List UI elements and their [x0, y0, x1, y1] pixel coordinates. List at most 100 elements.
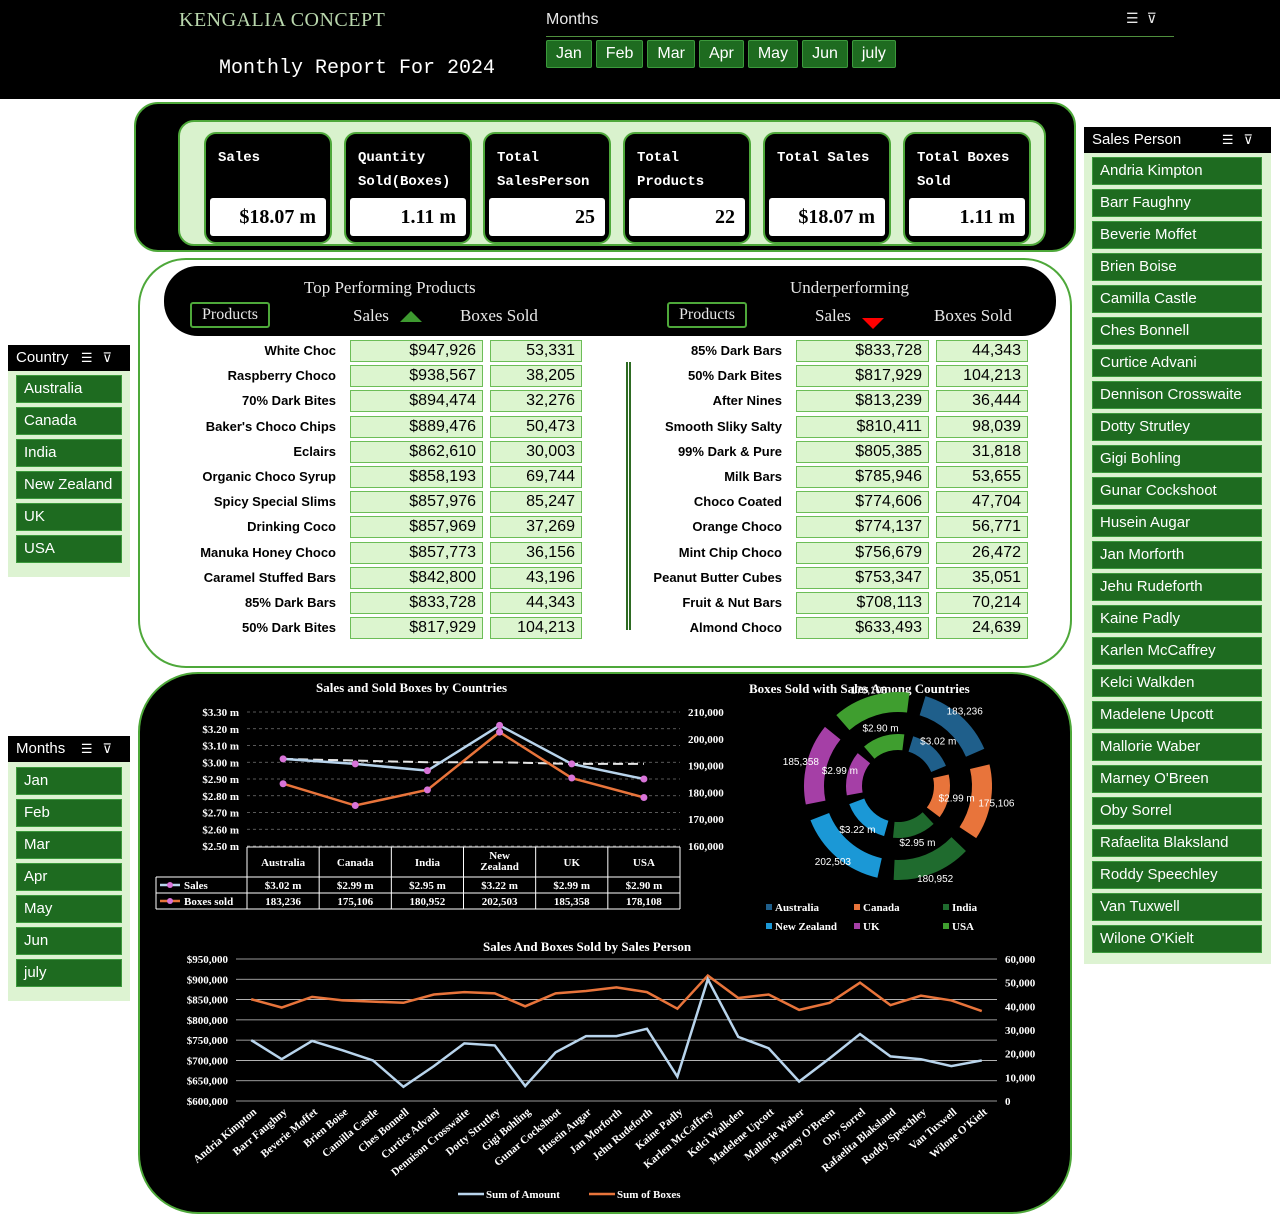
months-item-may[interactable]: May: [16, 895, 122, 923]
country-item-new-zealand[interactable]: New Zealand: [16, 471, 122, 499]
multi-select-icon[interactable]: ☰: [80, 350, 103, 365]
product-sales: $858,193: [350, 466, 483, 488]
y-tick-label: $650,000: [187, 1076, 229, 1088]
inner-slice-uk: [846, 753, 871, 796]
salesperson-item-kaine-padly[interactable]: Kaine Padly: [1092, 605, 1262, 633]
product-boxes: 50,473: [490, 415, 582, 438]
salesperson-item-dennison-crosswaite[interactable]: Dennison Crosswaite: [1092, 381, 1262, 409]
table-row: 50% Dark Bites $817,929 104,213: [140, 617, 590, 640]
product-sales: $947,926: [350, 340, 483, 362]
top-products-button[interactable]: Products: [190, 302, 270, 328]
country-item-uk[interactable]: UK: [16, 503, 122, 531]
salesperson-slicer-header: Sales Person ☰⊽: [1084, 127, 1271, 153]
clear-filter-icon[interactable]: ⊽: [1243, 132, 1263, 147]
country-item-canada[interactable]: Canada: [16, 407, 122, 435]
salesperson-item-brien-boise[interactable]: Brien Boise: [1092, 253, 1262, 281]
salesperson-item-dotty-strutley[interactable]: Dotty Strutley: [1092, 413, 1262, 441]
salesperson-item-camilla-castle[interactable]: Camilla Castle: [1092, 285, 1262, 313]
salesperson-item-marney-o-breen[interactable]: Marney O'Breen: [1092, 765, 1262, 793]
months-slicer-top-underline: [546, 36, 1174, 37]
salesperson-item-wilone-o-kielt[interactable]: Wilone O'Kielt: [1092, 925, 1262, 953]
table-boxes-value: 202,503: [482, 896, 518, 908]
salesperson-item-andria-kimpton[interactable]: Andria Kimpton: [1092, 157, 1262, 185]
salesperson-item-kelci-walkden[interactable]: Kelci Walkden: [1092, 669, 1262, 697]
table-row: Milk Bars $785,946 53,655: [586, 466, 1036, 488]
top-header: KENGALIA CONCEPT Monthly Report For 2024…: [0, 0, 1280, 99]
product-name: Caramel Stuffed Bars: [203, 569, 336, 585]
y-tick-label: $600,000: [187, 1096, 229, 1108]
product-boxes: 98,039: [936, 415, 1028, 438]
y-tick-label: $2.90 m: [202, 774, 239, 786]
month-tab-july[interactable]: july: [851, 40, 896, 68]
clear-filter-icon[interactable]: ⊽: [102, 741, 122, 756]
salesperson-item-jan-morforth[interactable]: Jan Morforth: [1092, 541, 1262, 569]
multi-select-icon[interactable]: ☰: [80, 741, 103, 756]
multi-select-icon[interactable]: ☰: [1221, 132, 1244, 147]
month-tab-mar[interactable]: Mar: [647, 40, 695, 68]
month-tab-feb[interactable]: Feb: [595, 40, 644, 68]
salesperson-item-husein-augar[interactable]: Husein Augar: [1092, 509, 1262, 537]
salesperson-item-mallorie-waber[interactable]: Mallorie Waber: [1092, 733, 1262, 761]
product-sales: $756,679: [796, 541, 929, 564]
under-products-button[interactable]: Products: [667, 302, 747, 328]
table-row: Manuka Honey Choco $857,773 36,156: [140, 541, 590, 564]
product-sales: $889,476: [350, 415, 483, 438]
multi-select-icon[interactable]: ☰: [1126, 10, 1147, 26]
country-slicer: Country ☰⊽ Australia Canada India New Zeala…: [8, 345, 130, 577]
product-boxes: 85,247: [490, 491, 582, 514]
table-row: Baker's Choco Chips $889,476 50,473: [140, 415, 590, 438]
salesperson-item-van-tuxwell[interactable]: Van Tuxwell: [1092, 893, 1262, 921]
y-tick-label: $3.10 m: [202, 741, 239, 753]
table-row: Fruit & Nut Bars $708,113 70,214: [586, 592, 1036, 614]
product-name: After Nines: [712, 393, 782, 409]
y-tick-label: $2.50 m: [202, 841, 239, 853]
salesperson-item-rafaelita-blaksland[interactable]: Rafaelita Blaksland: [1092, 829, 1262, 857]
sales-point: [351, 760, 359, 768]
legend-label: Canada: [863, 902, 900, 914]
product-name: Almond Choco: [689, 620, 782, 636]
table-row: Raspberry Choco $938,567 38,205: [140, 365, 590, 388]
salesperson-item-oby-sorrel[interactable]: Oby Sorrel: [1092, 797, 1262, 825]
kpi-card-total-products: Total Products 22: [623, 132, 751, 244]
salesperson-item-jehu-rudeforth[interactable]: Jehu Rudeforth: [1092, 573, 1262, 601]
month-tab-jun[interactable]: Jun: [802, 40, 848, 68]
months-item-jun[interactable]: Jun: [16, 927, 122, 955]
salesperson-item-ches-bonnell[interactable]: Ches Bonnell: [1092, 317, 1262, 345]
legend-swatch: [766, 904, 772, 910]
months-item-apr[interactable]: Apr: [16, 863, 122, 891]
product-sales: $938,567: [350, 365, 483, 388]
outer-slice-uk: [804, 726, 841, 805]
country-item-australia[interactable]: Australia: [16, 375, 122, 403]
salesperson-item-gigi-bohling[interactable]: Gigi Bohling: [1092, 445, 1262, 473]
sales-point: [568, 760, 576, 768]
months-item-mar[interactable]: Mar: [16, 831, 122, 859]
salesperson-item-beverie-moffet[interactable]: Beverie Moffet: [1092, 221, 1262, 249]
y2-tick-label: 160,000: [688, 841, 724, 853]
country-slicer-title: Country: [16, 349, 69, 366]
inner-data-label: $2.99 m: [939, 793, 975, 804]
salesperson-item-gunar-cockshoot[interactable]: Gunar Cockshoot: [1092, 477, 1262, 505]
table-sales-value: $2.99 m: [553, 880, 590, 892]
clear-filter-icon[interactable]: ⊽: [1146, 10, 1165, 26]
under-products-title: Underperforming: [790, 278, 909, 297]
country-item-usa[interactable]: USA: [16, 535, 122, 563]
table-row: Organic Choco Syrup $858,193 69,744: [140, 466, 590, 488]
table-row: Drinking Coco $857,969 37,269: [140, 516, 590, 539]
y-tick-label: $2.80 m: [202, 791, 239, 803]
outer-slice-new-zealand: [810, 812, 882, 878]
salesperson-item-madelene-upcott[interactable]: Madelene Upcott: [1092, 701, 1262, 729]
month-tab-may[interactable]: May: [747, 40, 799, 68]
months-item-jan[interactable]: Jan: [16, 767, 122, 795]
month-tab-apr[interactable]: Apr: [698, 40, 744, 68]
month-tab-jan[interactable]: Jan: [546, 40, 592, 68]
months-item-feb[interactable]: Feb: [16, 799, 122, 827]
top-products-title: Top Performing Products: [304, 278, 476, 297]
product-name: Manuka Honey Choco: [200, 544, 336, 560]
salesperson-item-roddy-speechley[interactable]: Roddy Speechley: [1092, 861, 1262, 889]
country-item-india[interactable]: India: [16, 439, 122, 467]
months-item-july[interactable]: july: [16, 959, 122, 987]
clear-filter-icon[interactable]: ⊽: [102, 350, 122, 365]
salesperson-item-karlen-mccaffrey[interactable]: Karlen McCaffrey: [1092, 637, 1262, 665]
salesperson-item-curtice-advani[interactable]: Curtice Advani: [1092, 349, 1262, 377]
salesperson-item-barr-faughny[interactable]: Barr Faughny: [1092, 189, 1262, 217]
